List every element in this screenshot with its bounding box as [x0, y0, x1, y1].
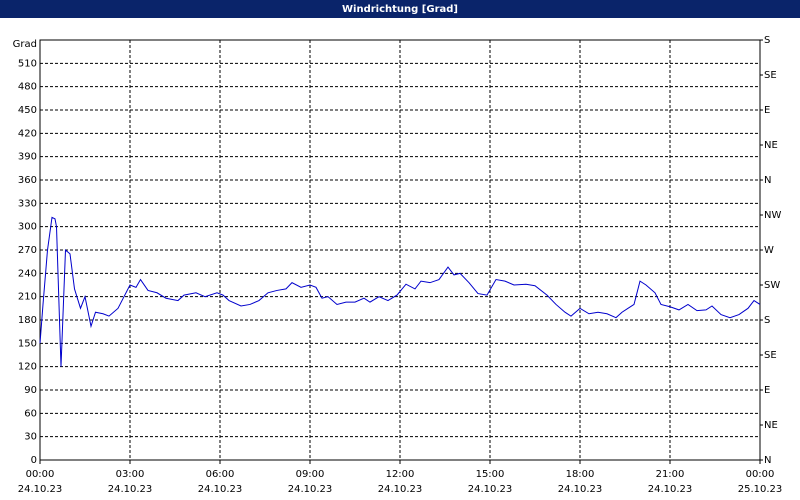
title-bar — [0, 0, 800, 18]
x-tick-date: 24.10.23 — [558, 484, 603, 495]
y2-tick-label: S — [764, 315, 770, 326]
y2-tick-label: NW — [764, 210, 781, 221]
x-tick-date: 24.10.23 — [288, 484, 333, 495]
y-tick-label: 390 — [18, 152, 37, 163]
y-tick-label: 180 — [18, 315, 37, 326]
y-tick-label: 120 — [18, 362, 37, 373]
y-tick-label: 270 — [18, 245, 37, 256]
x-tick-label: 18:00 — [566, 469, 595, 480]
y2-tick-label: W — [764, 245, 774, 256]
plot-frame — [39, 39, 761, 461]
x-tick-label: 00:00 — [26, 469, 55, 480]
x-tick-label: 00:00 — [746, 469, 775, 480]
x-tick-label: 03:00 — [116, 469, 145, 480]
x-tick-label: 09:00 — [296, 469, 325, 480]
x-tick-date: 24.10.23 — [648, 484, 693, 495]
data-line — [39, 216, 761, 367]
y-tick-label: 330 — [18, 198, 37, 209]
chart-title: Windrichtung [Grad] — [342, 4, 458, 15]
y-tick-label: 450 — [18, 105, 37, 116]
y-tick-label: 150 — [18, 338, 37, 349]
x-tick-date: 24.10.23 — [198, 484, 243, 495]
y2-tick-label: SW — [764, 280, 780, 291]
y2-tick-label: E — [764, 385, 770, 396]
y2-tick-label: S — [764, 35, 770, 46]
y-tick-label: 90 — [24, 385, 37, 396]
y-axis-label: Grad — [13, 39, 37, 50]
y2-tick-label: SE — [764, 350, 777, 361]
x-tick-label: 06:00 — [206, 469, 235, 480]
x-tick-date: 24.10.23 — [468, 484, 513, 495]
y-tick-label: 360 — [18, 175, 37, 186]
y-tick-label: 480 — [18, 82, 37, 93]
y-tick-label: 30 — [24, 432, 37, 443]
x-tick-date: 25.10.23 — [738, 484, 783, 495]
y-tick-label: 420 — [18, 128, 37, 139]
y-tick-label: 510 — [18, 58, 37, 69]
x-tick-date: 24.10.23 — [108, 484, 153, 495]
y2-tick-label: NE — [764, 420, 778, 431]
y2-tick-label: E — [764, 105, 770, 116]
y-tick-label: 60 — [24, 408, 37, 419]
y-tick-label: 210 — [18, 292, 37, 303]
x-tick-date: 24.10.23 — [378, 484, 423, 495]
y2-tick-label: N — [764, 175, 771, 186]
x-tick-date: 24.10.23 — [18, 484, 63, 495]
x-tick-label: 15:00 — [476, 469, 505, 480]
y2-tick-label: SE — [764, 70, 777, 81]
x-tick-label: 12:00 — [386, 469, 415, 480]
y-tick-label: 240 — [18, 268, 37, 279]
x-tick-label: 21:00 — [656, 469, 685, 480]
y-tick-label: 0 — [31, 455, 37, 466]
y2-tick-label: NE — [764, 140, 778, 151]
y2-tick-label: N — [764, 455, 771, 466]
y-tick-label: 300 — [18, 222, 37, 233]
